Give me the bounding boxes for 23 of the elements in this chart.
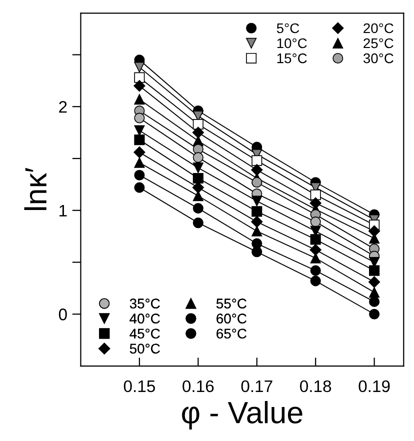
y-tick-label: 2 <box>59 101 67 113</box>
legend-label: 25°C <box>364 38 394 48</box>
legend-label: 60°C <box>216 314 246 324</box>
x-tick-label: 0.19 <box>358 380 390 392</box>
x-tick-label: 0.17 <box>241 380 272 392</box>
y-tick-label: 0 <box>58 308 67 320</box>
x-tick-label: 0.18 <box>300 380 332 392</box>
x-tick-label: 0.15 <box>124 380 155 392</box>
legend-label: 35°C <box>130 298 160 308</box>
x-axis-title: φ - Value <box>182 401 302 430</box>
legend-label: 15°C <box>277 53 307 64</box>
legend-label: 65°C <box>216 328 246 339</box>
legend-label: 40°C <box>130 314 160 324</box>
x-tick-label: 0.16 <box>182 380 214 392</box>
y-axis-title: lnκ′ <box>24 168 46 210</box>
legend-label: 20°C <box>364 23 394 34</box>
legend-label: 55°C <box>216 298 246 308</box>
legend-label: 5°C <box>276 23 300 34</box>
y-tick-label: 1 <box>60 204 67 216</box>
legend-label: 50°C <box>130 344 160 354</box>
legend-label: 45°C <box>130 328 160 339</box>
legend-label: 30°C <box>363 53 394 64</box>
legend-label: 10°C <box>277 38 307 48</box>
